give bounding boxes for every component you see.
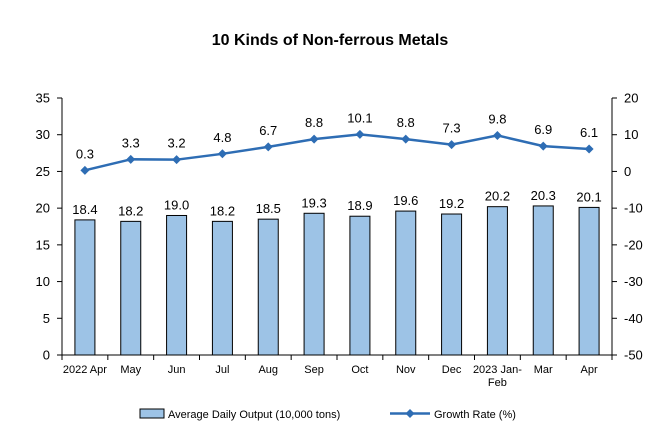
chart-title: 10 Kinds of Non-ferrous Metals <box>211 32 449 49</box>
bar <box>74 219 96 356</box>
line-data-label: 9.8 <box>488 111 506 126</box>
bar-data-label: 20.2 <box>485 189 510 204</box>
right-tick-label: -50 <box>624 348 643 363</box>
legend-line-label: Growth Rate (%) <box>434 409 516 421</box>
x-category-label: 2022 Apr <box>63 364 107 376</box>
line-data-label: 7.3 <box>443 121 461 136</box>
x-category-label: Sep <box>304 364 324 376</box>
line-data-label: 6.7 <box>259 123 277 138</box>
line-data-label: 8.8 <box>305 115 323 130</box>
line-data-label: 8.8 <box>397 115 415 130</box>
left-tick-label: 25 <box>36 164 50 179</box>
bar <box>532 205 554 356</box>
bar <box>486 206 508 356</box>
left-tick-label: 5 <box>43 311 50 326</box>
x-category-label: Aug <box>258 364 278 376</box>
growth-rate-point <box>126 154 136 164</box>
x-category-label: Jun <box>168 364 186 376</box>
right-tick-label: 20 <box>624 91 638 106</box>
growth-rate-point <box>80 165 90 175</box>
line-data-label: 3.3 <box>122 135 140 150</box>
bar-data-label: 18.9 <box>347 198 372 213</box>
bar-data-label: 19.3 <box>301 195 326 210</box>
legend-bar-swatch <box>139 408 165 419</box>
left-tick-label: 15 <box>36 237 50 252</box>
bar <box>257 218 279 356</box>
left-tick-label: 20 <box>36 201 50 216</box>
right-tick-label: 0 <box>624 164 631 179</box>
bar-data-label: 20.1 <box>576 189 601 204</box>
x-category-label: Oct <box>351 364 368 376</box>
bar-data-label: 20.3 <box>531 188 556 203</box>
line-data-label: 10.1 <box>347 110 372 125</box>
line-data-label: 4.8 <box>213 130 231 145</box>
growth-rate-point <box>538 141 548 151</box>
bar <box>441 213 463 356</box>
growth-rate-point <box>492 130 502 140</box>
growth-rate-point <box>309 134 319 144</box>
line-data-label: 6.9 <box>534 122 552 137</box>
bar <box>578 206 600 356</box>
bar <box>395 210 417 356</box>
bar <box>303 212 325 356</box>
bar <box>120 220 142 356</box>
x-category-label: May <box>120 364 141 376</box>
left-tick-label: 10 <box>36 274 50 289</box>
line-data-label: 6.1 <box>580 125 598 140</box>
x-category-label: Dec <box>442 364 462 376</box>
growth-rate-point <box>172 155 182 165</box>
left-tick-label: 0 <box>43 348 50 363</box>
x-category-label: Apr <box>581 364 598 376</box>
right-tick-label: -10 <box>624 201 643 216</box>
bar <box>166 214 188 356</box>
bar-data-label: 18.2 <box>210 203 235 218</box>
x-category-label: Mar <box>534 364 553 376</box>
line-data-label: 3.2 <box>168 136 186 151</box>
growth-rate-point <box>355 129 365 139</box>
legend-bar-label: Average Daily Output (10,000 tons) <box>168 409 340 421</box>
bar-data-label: 18.4 <box>72 202 97 217</box>
bar-data-label: 19.6 <box>393 193 418 208</box>
right-tick-label: 10 <box>624 127 638 142</box>
growth-rate-point <box>263 142 273 152</box>
bar-data-label: 18.2 <box>118 203 143 218</box>
left-tick-label: 35 <box>36 91 50 106</box>
bar <box>349 215 371 356</box>
growth-rate-point <box>401 134 411 144</box>
left-tick-label: 30 <box>36 127 50 142</box>
growth-rate-line <box>84 133 590 172</box>
right-tick-label: -30 <box>624 274 643 289</box>
right-tick-label: -40 <box>624 311 643 326</box>
right-tick-label: -20 <box>624 237 643 252</box>
x-category-label: Jul <box>215 364 229 376</box>
bar <box>211 220 233 356</box>
bar-data-label: 19.2 <box>439 196 464 211</box>
line-data-label: 0.3 <box>76 146 94 161</box>
x-category-label: Feb <box>488 377 507 389</box>
x-category-label: 2023 Jan- <box>473 364 522 376</box>
x-category-label: Nov <box>396 364 416 376</box>
growth-rate-point <box>447 140 457 150</box>
growth-rate-point <box>217 149 227 159</box>
growth-rate-point <box>584 144 594 154</box>
bar-data-label: 18.5 <box>256 201 281 216</box>
legend-line-marker <box>405 409 415 418</box>
bar-data-label: 19.0 <box>164 197 189 212</box>
